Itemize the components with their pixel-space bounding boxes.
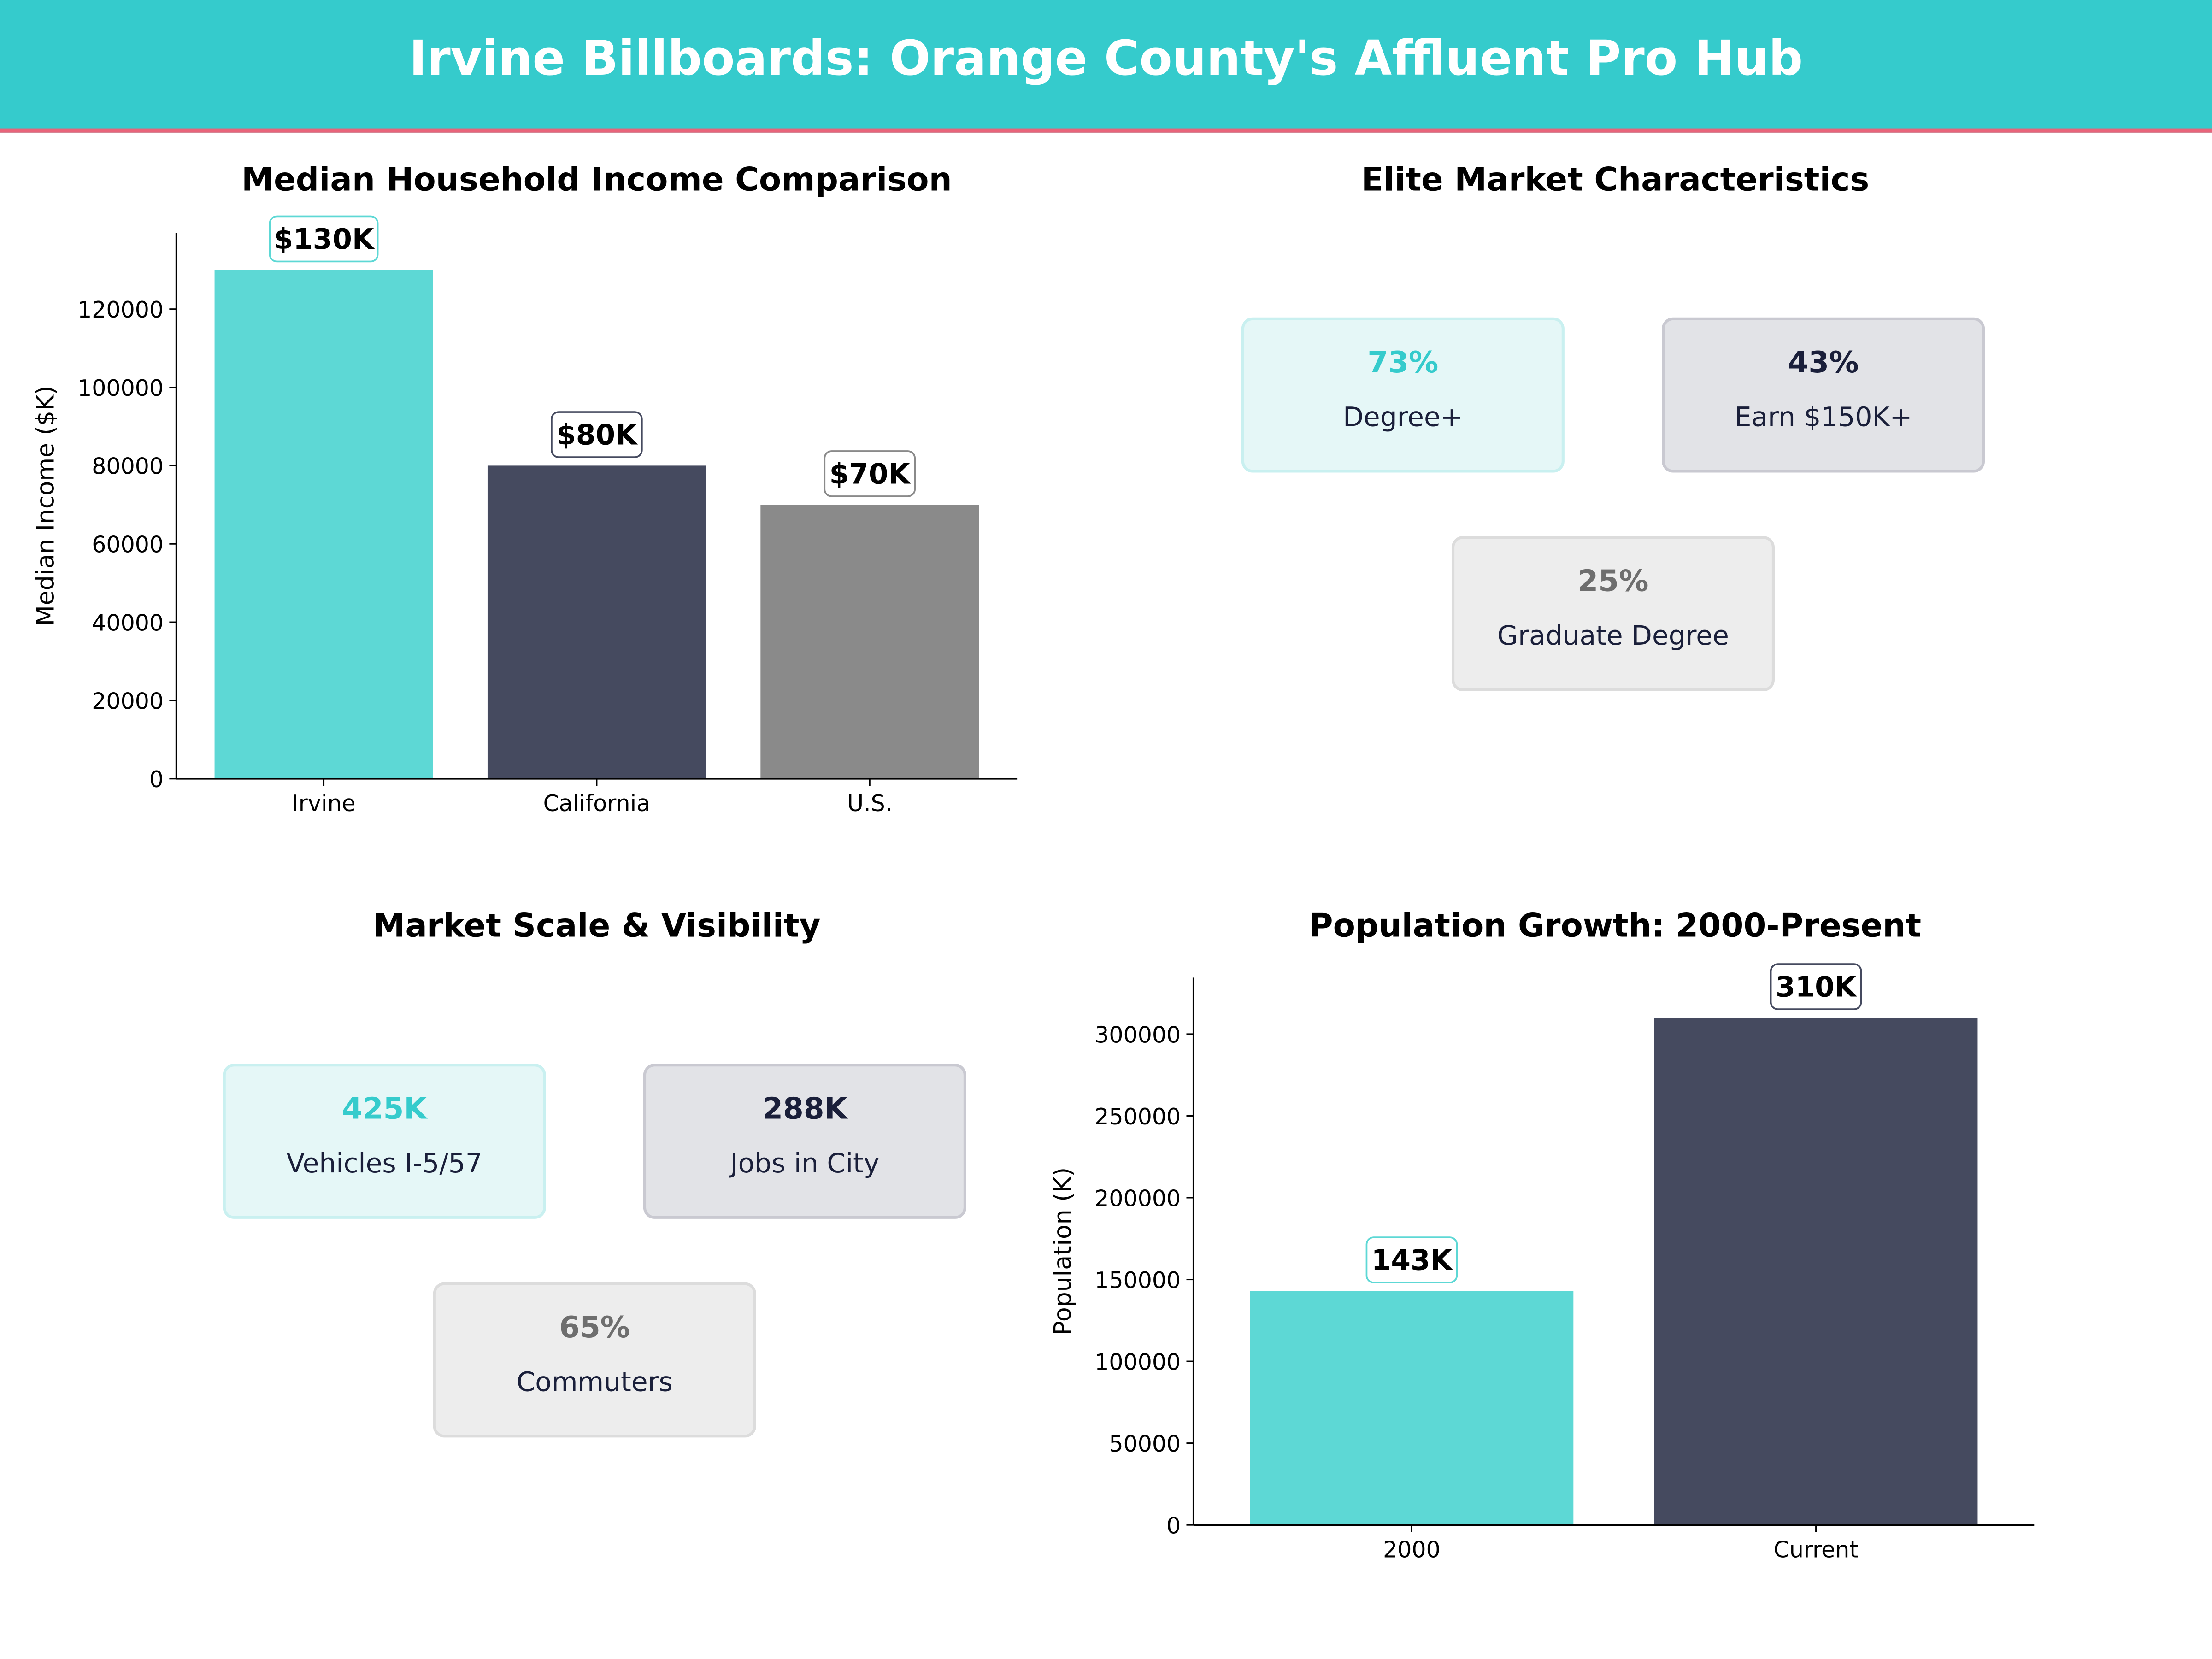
stat-card-teal: 425K Vehicles I-5/57 [223, 1064, 546, 1219]
y-tick-label: 20000 [92, 688, 164, 714]
y-tick-label: 40000 [92, 610, 164, 636]
y-tick-label: 80000 [92, 453, 164, 480]
x-tick-label: U.S. [847, 790, 892, 817]
y-tick-label: 50000 [1109, 1431, 1181, 1457]
y-tick-label: 100000 [1094, 1349, 1181, 1375]
y-tick-label: 100000 [77, 375, 164, 401]
stat-label: Graduate Degree [1497, 620, 1729, 652]
y-tick-label: 200000 [1094, 1185, 1181, 1212]
x-tick-label: 2000 [1383, 1537, 1441, 1563]
stat-label: Degree+ [1343, 402, 1463, 433]
data-label-box [551, 411, 643, 458]
header-banner: Irvine Billboards: Orange County's Afflu… [0, 0, 2212, 133]
elite-panel-title: Elite Market Characteristics [1361, 162, 1870, 199]
stat-value: 25% [1577, 564, 1649, 598]
y-tick-label: 250000 [1094, 1104, 1181, 1130]
bar-california [487, 465, 706, 779]
data-label: $80K [556, 418, 638, 451]
y-tick-label: 120000 [77, 297, 164, 323]
data-label: $70K [830, 458, 912, 490]
data-label-box [1770, 963, 1862, 1010]
data-label-box [824, 450, 916, 497]
scale-panel-title: Market Scale & Visibility [373, 908, 821, 946]
data-label-box [269, 215, 379, 263]
y-axis-label: Population (K) [1049, 1167, 1077, 1335]
stat-card-gray: 65% Commuters [433, 1282, 756, 1438]
stat-value: 425K [342, 1092, 427, 1126]
page-title: Irvine Billboards: Orange County's Afflu… [409, 31, 1803, 88]
income-chart-title: Median Household Income Comparison [241, 162, 952, 199]
bar-2000 [1250, 1291, 1574, 1525]
stat-value: 65% [559, 1310, 630, 1345]
data-label-box [1365, 1236, 1458, 1283]
bar-u-s- [760, 505, 979, 779]
population-chart-title: Population Growth: 2000-Present [1309, 908, 1922, 946]
y-tick-label: 60000 [92, 532, 164, 558]
bar-current [1654, 1018, 1978, 1525]
x-tick-label: Irvine [292, 790, 355, 817]
stat-card-navy: 288K Jobs in City [643, 1064, 966, 1219]
stat-label: Earn $150K+ [1734, 402, 1912, 433]
x-tick-label: California [543, 790, 651, 817]
stat-card-gray: 25% Graduate Degree [1451, 536, 1775, 691]
stat-label: Jobs in City [730, 1148, 880, 1180]
data-label: $130K [274, 223, 375, 256]
data-label: 143K [1371, 1244, 1453, 1277]
stat-label: Commuters [516, 1367, 673, 1398]
stat-value: 43% [1788, 345, 1859, 380]
stat-label: Vehicles I-5/57 [286, 1148, 482, 1180]
stat-value: 73% [1367, 345, 1439, 380]
bar-irvine [214, 270, 433, 779]
stat-value: 288K [762, 1092, 847, 1126]
y-tick-label: 0 [1166, 1513, 1181, 1539]
x-tick-label: Current [1774, 1537, 1859, 1563]
y-tick-label: 0 [149, 766, 164, 793]
stat-card-teal: 73% Degree+ [1241, 317, 1565, 473]
y-tick-label: 150000 [1094, 1267, 1181, 1294]
y-axis-label: Median Income ($K) [32, 386, 59, 626]
data-label: 310K [1776, 971, 1858, 1003]
y-tick-label: 300000 [1094, 1022, 1181, 1048]
stat-card-navy: 43% Earn $150K+ [1662, 317, 1985, 473]
